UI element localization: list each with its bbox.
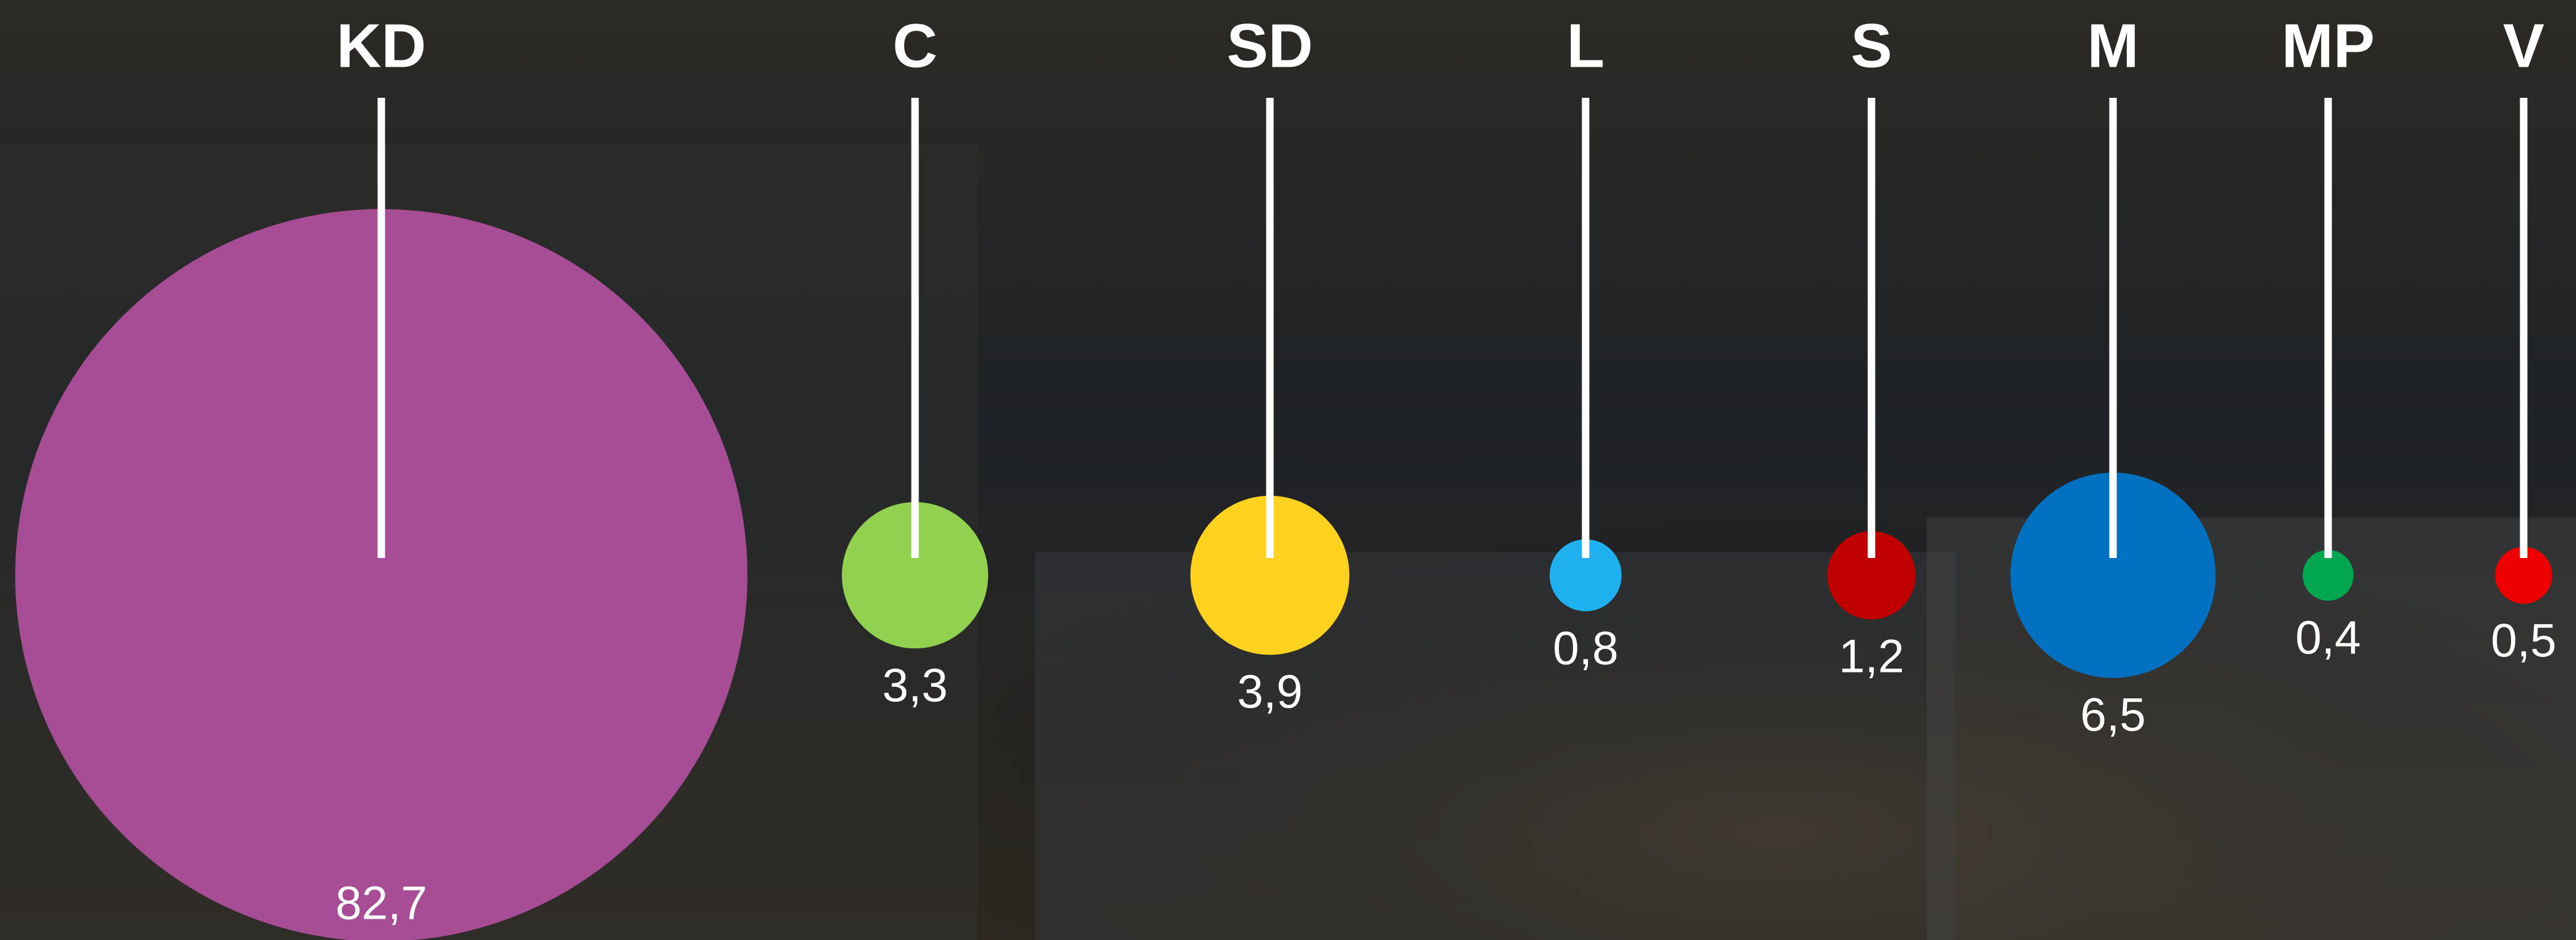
bubble	[1827, 531, 1916, 620]
value-label: 0,5	[2491, 614, 2556, 667]
value-label: 0,4	[2295, 612, 2361, 664]
category-label: SD	[1227, 11, 1313, 81]
bubble	[2495, 547, 2552, 604]
background-glow	[978, 403, 2576, 940]
value-label: 3,9	[1237, 666, 1303, 718]
bubble	[841, 502, 989, 649]
category-label: KD	[336, 11, 426, 81]
value-label: 3,3	[882, 659, 948, 712]
category-label: L	[1567, 11, 1605, 81]
bubble	[15, 209, 748, 940]
value-label: 6,5	[2080, 689, 2146, 741]
category-label: V	[2503, 11, 2544, 81]
bubble	[1190, 495, 1350, 655]
category-label: MP	[2282, 11, 2375, 81]
category-label: M	[2087, 11, 2139, 81]
value-label: 0,8	[1553, 622, 1618, 674]
category-label: S	[1851, 11, 1892, 81]
category-label: C	[893, 11, 937, 81]
value-label: 1,2	[1839, 630, 1904, 682]
building	[1035, 552, 1955, 940]
value-label: 82,7	[335, 877, 427, 930]
bubble	[1549, 539, 1622, 612]
bubble	[2302, 549, 2354, 601]
bubble	[2010, 472, 2216, 678]
